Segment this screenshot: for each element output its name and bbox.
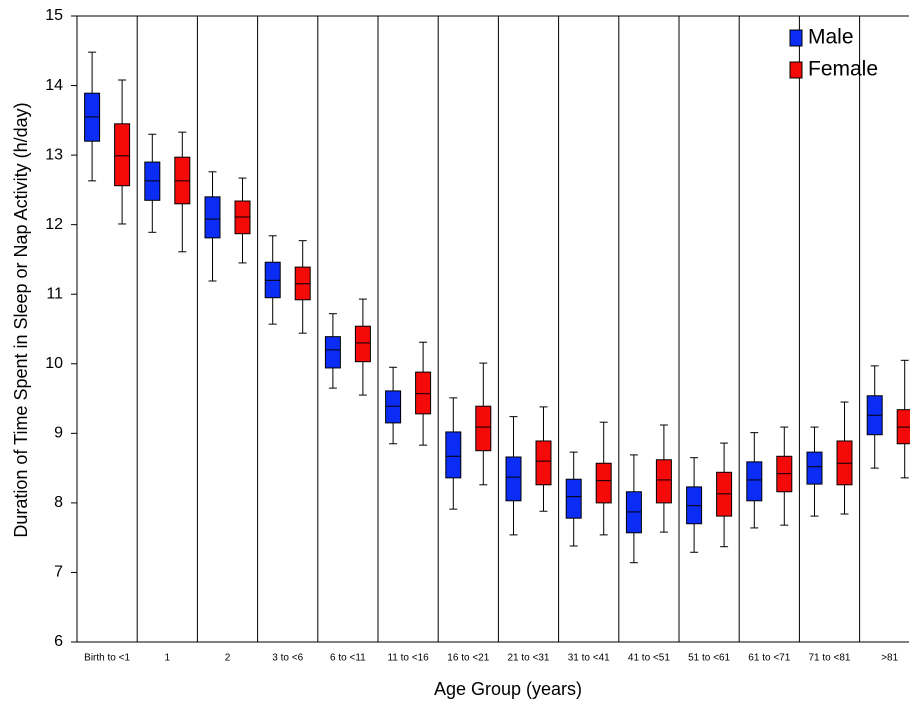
box bbox=[415, 371, 432, 415]
box bbox=[114, 123, 131, 187]
legend-label: Male bbox=[808, 26, 854, 49]
x-tick-label: 41 to <51 bbox=[628, 653, 670, 664]
legend-label: Female bbox=[808, 58, 878, 81]
y-axis-label: Duration of Time Spent in Sleep or Nap A… bbox=[11, 102, 31, 537]
y-tick-label: 6 bbox=[54, 633, 63, 650]
y-tick-label: 15 bbox=[45, 7, 63, 24]
x-tick-label: 21 to <31 bbox=[508, 653, 550, 664]
y-tick-label: 10 bbox=[45, 355, 63, 372]
legend-swatch bbox=[789, 61, 803, 79]
x-tick-label: 1 bbox=[165, 653, 171, 664]
box bbox=[324, 336, 341, 369]
x-tick-label: 3 to <6 bbox=[272, 653, 303, 664]
y-tick-label: 13 bbox=[45, 146, 63, 163]
y-tick-label: 8 bbox=[54, 494, 63, 511]
x-tick-label: 16 to <21 bbox=[447, 653, 489, 664]
x-tick-label: >81 bbox=[881, 653, 898, 664]
x-tick-label: 51 to <61 bbox=[688, 653, 730, 664]
box bbox=[595, 462, 612, 504]
legend-swatch bbox=[789, 29, 803, 47]
box bbox=[535, 440, 552, 486]
box bbox=[445, 431, 462, 479]
box bbox=[655, 459, 672, 504]
y-tick-label: 12 bbox=[45, 216, 63, 233]
x-tick-label: 11 to <16 bbox=[387, 653, 429, 664]
box bbox=[475, 405, 492, 452]
x-tick-label: 6 to <11 bbox=[330, 653, 366, 664]
box bbox=[505, 456, 522, 502]
box bbox=[354, 325, 371, 363]
x-axis-label: Age Group (years) bbox=[434, 679, 582, 699]
box bbox=[385, 390, 402, 424]
x-tick-label: Birth to <1 bbox=[84, 653, 130, 664]
x-tick-label: 2 bbox=[225, 653, 231, 664]
x-tick-label: 71 to <81 bbox=[809, 653, 851, 664]
x-tick-label: 31 to <41 bbox=[568, 653, 610, 664]
box bbox=[204, 196, 221, 239]
y-tick-label: 9 bbox=[54, 425, 63, 442]
box bbox=[806, 451, 823, 485]
x-tick-label: 61 to <71 bbox=[748, 653, 790, 664]
box bbox=[565, 478, 582, 519]
y-tick-label: 7 bbox=[54, 564, 63, 581]
y-tick-label: 14 bbox=[45, 77, 63, 94]
y-tick-label: 11 bbox=[46, 285, 63, 302]
box bbox=[746, 461, 763, 502]
